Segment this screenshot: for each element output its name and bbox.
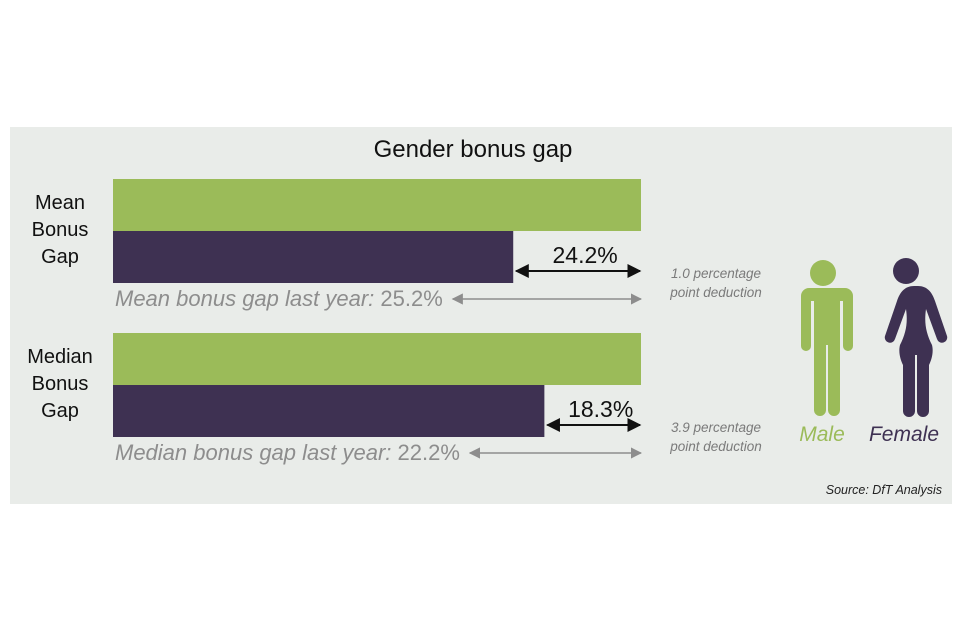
deduction-note-line: point deduction [669,439,762,454]
chart-title: Gender bonus gap [374,136,573,163]
category-label-line: Gap [41,400,79,422]
category-label-line: Gap [41,246,79,268]
legend-male: Male [799,423,845,446]
bar-male [113,333,641,385]
deduction-note-line: 1.0 percentage [671,266,761,281]
category-label-line: Median [27,346,93,368]
last-year-label: Median bonus gap last year: 22.2% [115,440,460,465]
bar-female [113,385,545,437]
bar-female [113,231,514,283]
bonus-gap-chart: Gender bonus gap Mean Bonus Gap 24.2% Mean b… [27,136,948,497]
category-label-line: Bonus [32,219,89,241]
gap-value-label: 24.2% [553,242,618,268]
category-label-line: Bonus [32,373,89,395]
gap-value-label: 18.3% [568,396,633,422]
deduction-note-line: point deduction [669,285,762,300]
female-figure-icon [884,258,948,417]
category-label-line: Mean [35,192,85,214]
chart-panel: Gender bonus gap Mean Bonus Gap 24.2% Mean b… [10,127,952,504]
bar-male [113,179,641,231]
last-year-label: Mean bonus gap last year: 25.2% [115,286,443,311]
legend-female: Female [869,423,939,446]
deduction-note-line: 3.9 percentage [671,420,761,435]
male-figure-icon [801,260,853,416]
source-note: Source: DfT Analysis [826,483,942,497]
